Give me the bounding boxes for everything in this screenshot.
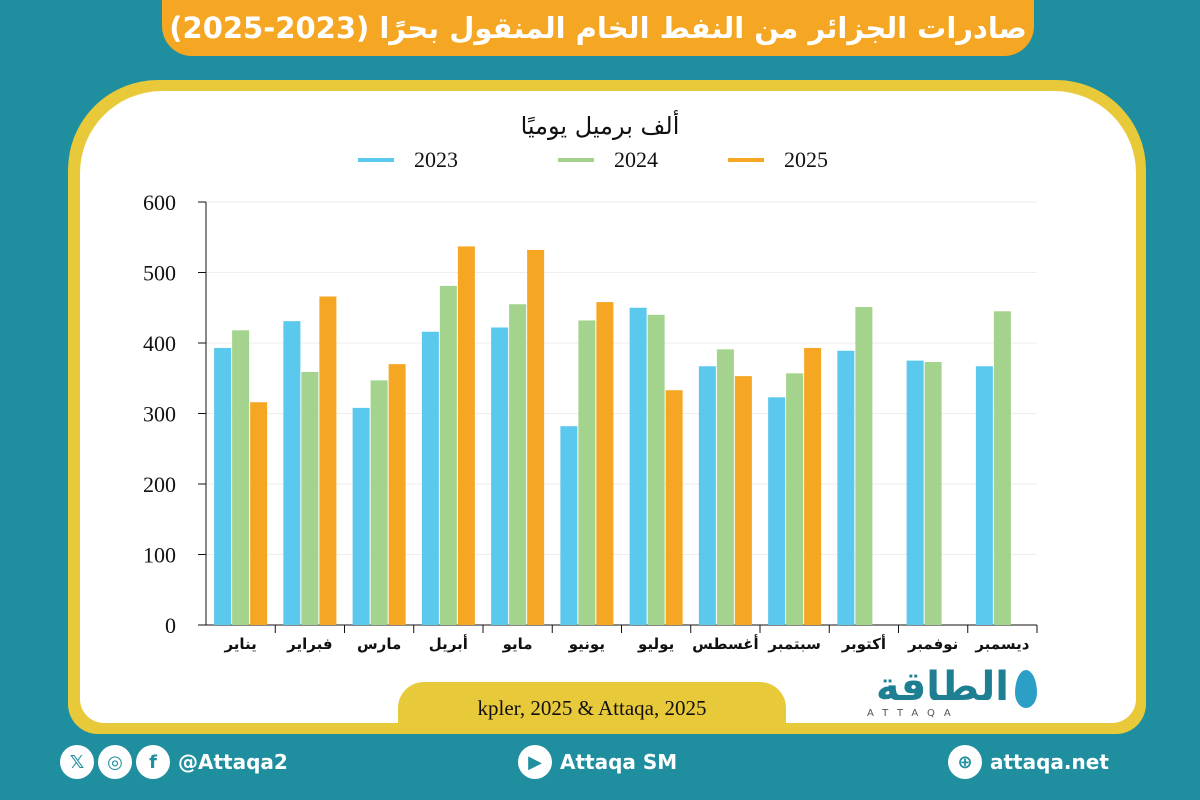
bar xyxy=(352,407,370,625)
legend-swatch-2025 xyxy=(728,158,764,162)
bar xyxy=(716,349,734,625)
legend-swatch-2024 xyxy=(558,158,594,162)
x-tick-label: يناير xyxy=(223,635,256,653)
legend: 2023 2024 2025 xyxy=(0,147,1200,177)
bar xyxy=(509,304,527,625)
social-handle[interactable]: @Attaqa2 xyxy=(178,750,288,774)
y-tick-label: 400 xyxy=(143,331,176,356)
bar xyxy=(837,350,855,625)
facebook-icon[interactable]: f xyxy=(136,745,170,779)
bar xyxy=(527,249,545,625)
drop-icon xyxy=(1015,670,1037,708)
bar xyxy=(301,371,319,625)
legend-item-2024: 2024 xyxy=(558,147,658,173)
y-tick-label: 600 xyxy=(143,190,176,215)
logo-name: الطاقة xyxy=(875,664,1009,710)
bar xyxy=(421,331,439,625)
bar xyxy=(786,373,804,625)
bar xyxy=(560,426,578,625)
unit-label: ألف برميل يوميًا xyxy=(520,112,680,140)
bar xyxy=(578,320,596,625)
bar xyxy=(804,347,822,625)
bar xyxy=(906,360,924,625)
bar xyxy=(768,397,786,625)
x-icon[interactable]: 𝕏 xyxy=(60,745,94,779)
legend-item-2023: 2023 xyxy=(358,147,458,173)
chart-title: صادرات الجزائر من النفط الخام المنقول بح… xyxy=(162,0,1034,56)
y-tick-label: 0 xyxy=(165,613,176,638)
legend-label-2023: 2023 xyxy=(414,147,458,172)
x-tick-label: يونيو xyxy=(568,635,605,653)
bar xyxy=(283,321,301,625)
bar xyxy=(665,390,683,625)
x-tick-label: نوفمبر xyxy=(907,635,958,653)
bar xyxy=(250,402,268,625)
footer: 𝕏 ◎ f @Attaqa2 ▶ Attaqa SM ⊕ attaqa.net xyxy=(0,740,1200,790)
bar xyxy=(647,314,665,625)
x-tick-label: ديسمبر xyxy=(974,635,1029,653)
bar xyxy=(993,311,1011,625)
attaqa-logo: الطاقة ATTAQA xyxy=(857,664,1037,724)
website-link[interactable]: attaqa.net xyxy=(990,750,1109,774)
legend-item-2025: 2025 xyxy=(728,147,828,173)
y-tick-label: 200 xyxy=(143,472,176,497)
bar xyxy=(491,327,509,625)
bar xyxy=(855,307,873,625)
globe-icon[interactable]: ⊕ xyxy=(948,745,982,779)
x-tick-label: سبتمبر xyxy=(767,635,821,653)
bar xyxy=(319,296,337,625)
youtube-handle[interactable]: Attaqa SM xyxy=(560,750,678,774)
x-tick-label: مارس xyxy=(357,635,401,653)
x-tick-label: مايو xyxy=(502,635,533,653)
source-label: kpler, 2025 & Attaqa, 2025 xyxy=(398,682,786,734)
bar xyxy=(232,330,250,625)
y-tick-label: 100 xyxy=(143,543,176,568)
x-tick-label: أكتوبر xyxy=(841,634,886,653)
x-tick-label: فبراير xyxy=(286,635,332,653)
legend-label-2025: 2025 xyxy=(784,147,828,172)
logo-sub: ATTAQA xyxy=(867,708,960,719)
bar xyxy=(734,376,752,625)
bar xyxy=(388,364,406,625)
bar xyxy=(975,366,993,625)
bar xyxy=(596,302,614,625)
bar xyxy=(439,285,457,625)
bar xyxy=(214,347,232,625)
legend-swatch-2023 xyxy=(358,158,394,162)
bar xyxy=(457,246,475,626)
x-tick-label: أغسطس xyxy=(692,634,758,653)
x-tick-label: أبريل xyxy=(429,634,468,653)
instagram-icon[interactable]: ◎ xyxy=(98,745,132,779)
bar xyxy=(370,380,388,625)
bar xyxy=(924,362,942,625)
bar xyxy=(698,366,716,625)
y-tick-label: 300 xyxy=(143,402,176,427)
youtube-icon[interactable]: ▶ xyxy=(518,745,552,779)
bar xyxy=(629,307,647,625)
x-tick-label: يوليو xyxy=(637,635,674,653)
legend-label-2024: 2024 xyxy=(614,147,658,172)
y-tick-label: 500 xyxy=(143,261,176,286)
